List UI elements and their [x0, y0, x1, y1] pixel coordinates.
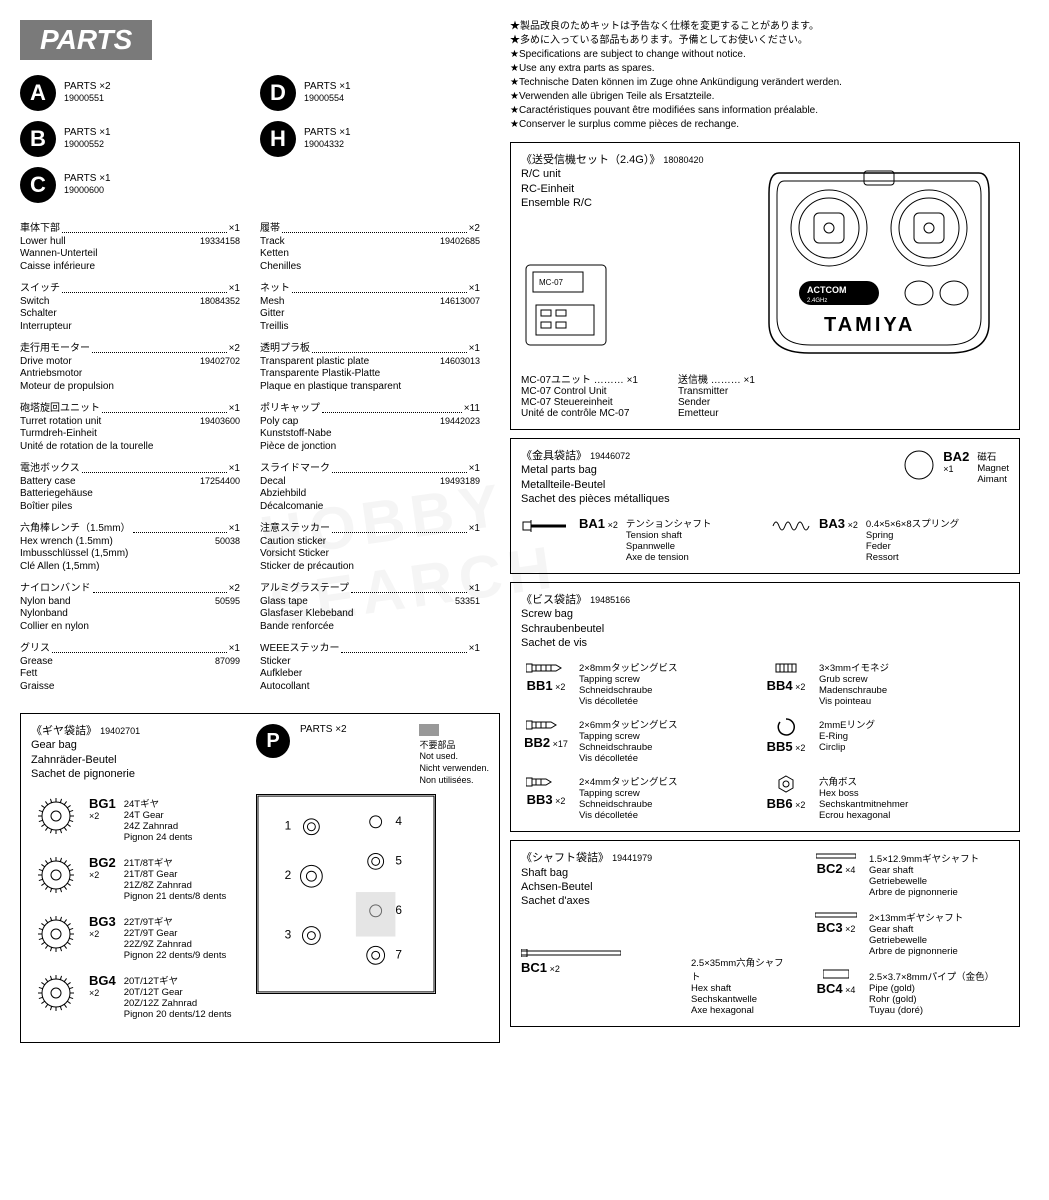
- right-column: ★製品改良のためキットは予告なく仕様を変更することがあります。★多めに入っている…: [510, 20, 1020, 1051]
- metal-bag-box: 《金具袋詰》 19446072 Metal parts bagMetalltei…: [510, 438, 1020, 574]
- letter-C: CPARTS ×119000600: [20, 167, 220, 203]
- part-entry: 透明プラ板×1Transparent plastic plate14603013…: [260, 343, 480, 393]
- shaft-BC3: BC3 ×22×13mmギヤシャフトGear shaftGetriebewell…: [811, 910, 1009, 957]
- part-entry: 走行用モーター×2Drive motor19402702Antriebsmoto…: [20, 343, 240, 393]
- svg-text:2.4GHz: 2.4GHz: [807, 298, 827, 304]
- transmitter-illust: ACTCOM 2.4GHz TAMIYA: [749, 153, 1009, 363]
- screw-BB3: BB3 ×22×4mmタッピングビスTapping screwSchneidsc…: [521, 774, 741, 821]
- parts-list-right: 履帯×2Track19402685KettenChenilles ネット×1Mes…: [260, 223, 480, 703]
- not-used-note: 不要部品 Not used. Nicht verwenden. Non util…: [419, 724, 489, 786]
- part-entry: 車体下部×1Lower hull19334158Wannen-Unterteil…: [20, 223, 240, 273]
- part-entry: グリス×1Grease87099FettGraisse: [20, 643, 240, 693]
- gear-bag-title: 《ギヤ袋詰》 19402701 Gear bag Zahnräder-Beute…: [31, 724, 241, 781]
- parts-header: PARTS: [20, 20, 152, 60]
- svg-text:1: 1: [285, 819, 292, 833]
- svg-text:7: 7: [395, 948, 402, 962]
- screw-BB2: BB2 ×172×6mmタッピングビスTapping screwSchneids…: [521, 717, 741, 764]
- hex-shaft-icon: [521, 949, 621, 957]
- shaft-BC2: BC2 ×41.5×12.9mmギヤシャフトGear shaftGetriebe…: [811, 851, 1009, 898]
- part-entry: ポリキャップ×11Poly cap19442023Kunststoff-Nabe…: [260, 403, 480, 453]
- rc-unit-box: 《送受信機セット（2.4G）》 18080420 R/C unitRC-Einh…: [510, 142, 1020, 430]
- part-entry: 電池ボックス×1Battery case17254400Batteriegehä…: [20, 463, 240, 513]
- svg-text:3: 3: [285, 928, 292, 942]
- screw-BB6: BB6 ×2六角ボスHex bossSechskantmitnehmerEcro…: [761, 774, 981, 821]
- gear-bag-box: 《ギヤ袋詰》 19402701 Gear bag Zahnräder-Beute…: [20, 713, 500, 1043]
- letter-A: APARTS ×219000551: [20, 75, 220, 111]
- shaft-bag-box: 《シャフト袋詰》 19441979 Shaft bagAchsen-Beutel…: [510, 840, 1020, 1027]
- part-entry: 履帯×2Track19402685KettenChenilles: [260, 223, 480, 273]
- svg-text:MC-07: MC-07: [539, 278, 564, 287]
- letter-B: BPARTS ×119000552: [20, 121, 220, 157]
- p-parts-letter: P: [256, 724, 290, 758]
- svg-text:2: 2: [285, 869, 292, 883]
- svg-text:5: 5: [395, 854, 402, 868]
- mc07-unit-illust: MC-07: [521, 260, 611, 350]
- part-entry: WEEEステッカー×1StickerAufkleberAutocollant: [260, 643, 480, 693]
- screw-BB5: BB5 ×22mmEリングE-RingCirclip: [761, 717, 981, 764]
- sprue-diagram: 1 2 3 4 5 6 7: [256, 794, 436, 994]
- screw-BB4: BB4 ×23×3mmイモネジGrub screwMadenschraubeVi…: [761, 660, 981, 707]
- parts-list-left: 車体下部×1Lower hull19334158Wannen-Unterteil…: [20, 223, 240, 703]
- part-entry: ネット×1Mesh14613007GitterTreillis: [260, 283, 480, 333]
- letter-D: DPARTS ×119000554: [260, 75, 460, 111]
- shaft-BC4: BC4 ×42.5×3.7×8mmパイプ（金色）Pipe (gold)Rohr …: [811, 969, 1009, 1016]
- letter-H: HPARTS ×119004332: [260, 121, 460, 157]
- svg-text:TAMIYA: TAMIYA: [824, 314, 915, 336]
- part-entry: スライドマーク×1Decal19493189AbziehbildDécalcom…: [260, 463, 480, 513]
- part-entry: スイッチ×1Switch18084352SchalterInterrupteur: [20, 283, 240, 333]
- left-column: PARTS APARTS ×219000551 DPARTS ×119000554…: [20, 20, 500, 1051]
- svg-text:ACTCOM: ACTCOM: [807, 285, 847, 295]
- svg-text:4: 4: [395, 814, 402, 828]
- part-entry: 砲塔旋回ユニット×1Turret rotation unit19403600Tu…: [20, 403, 240, 453]
- gear-BG1: BG1×224Tギヤ24T Gear24Z ZahnradPignon 24 d…: [31, 796, 251, 843]
- mc07-label: MC-07ユニット ……… ×1 MC-07 Control UnitMC-07…: [521, 371, 638, 419]
- screw-BB1: BB1 ×22×8mmタッピングビスTapping screwSchneidsc…: [521, 660, 741, 707]
- svg-text:6: 6: [395, 903, 402, 917]
- magnet-icon: [903, 449, 935, 481]
- gear-BG4: BG4×220T/12Tギヤ20T/12T Gear20Z/12Z Zahnra…: [31, 973, 251, 1020]
- tx-label: 送信機 ……… ×1 TransmitterSenderEmetteur: [678, 371, 755, 419]
- p-parts-label: PARTS ×2: [300, 724, 347, 735]
- gear-BG3: BG3×222T/9Tギヤ22T/9T Gear22Z/9Z ZahnradPi…: [31, 914, 251, 961]
- gear-BG2: BG2×221T/8Tギヤ21T/8T Gear21Z/8Z ZahnradPi…: [31, 855, 251, 902]
- screw-bag-box: 《ビス袋詰》 19485166 Screw bagSchraubenbeutel…: [510, 582, 1020, 832]
- notes: ★製品改良のためキットは予告なく仕様を変更することがあります。★多めに入っている…: [510, 20, 1020, 132]
- tension-shaft-icon: [521, 516, 571, 536]
- page: PARTS APARTS ×219000551 DPARTS ×119000554…: [20, 20, 1029, 1051]
- part-entry: 注意ステッカー×1Caution stickerVorsicht Sticker…: [260, 523, 480, 573]
- spring-icon: [771, 516, 811, 536]
- letter-parts: APARTS ×219000551 DPARTS ×119000554 BPARTS…: [20, 75, 500, 203]
- part-entry: 六角棒レンチ（1.5mm）×1Hex wrench (1.5mm)50038Im…: [20, 523, 240, 573]
- part-entry: アルミグラステープ×1Glass tape53351Glasfaser Kleb…: [260, 583, 480, 633]
- part-entry: ナイロンバンド×2Nylon band50595NylonbandCollier…: [20, 583, 240, 633]
